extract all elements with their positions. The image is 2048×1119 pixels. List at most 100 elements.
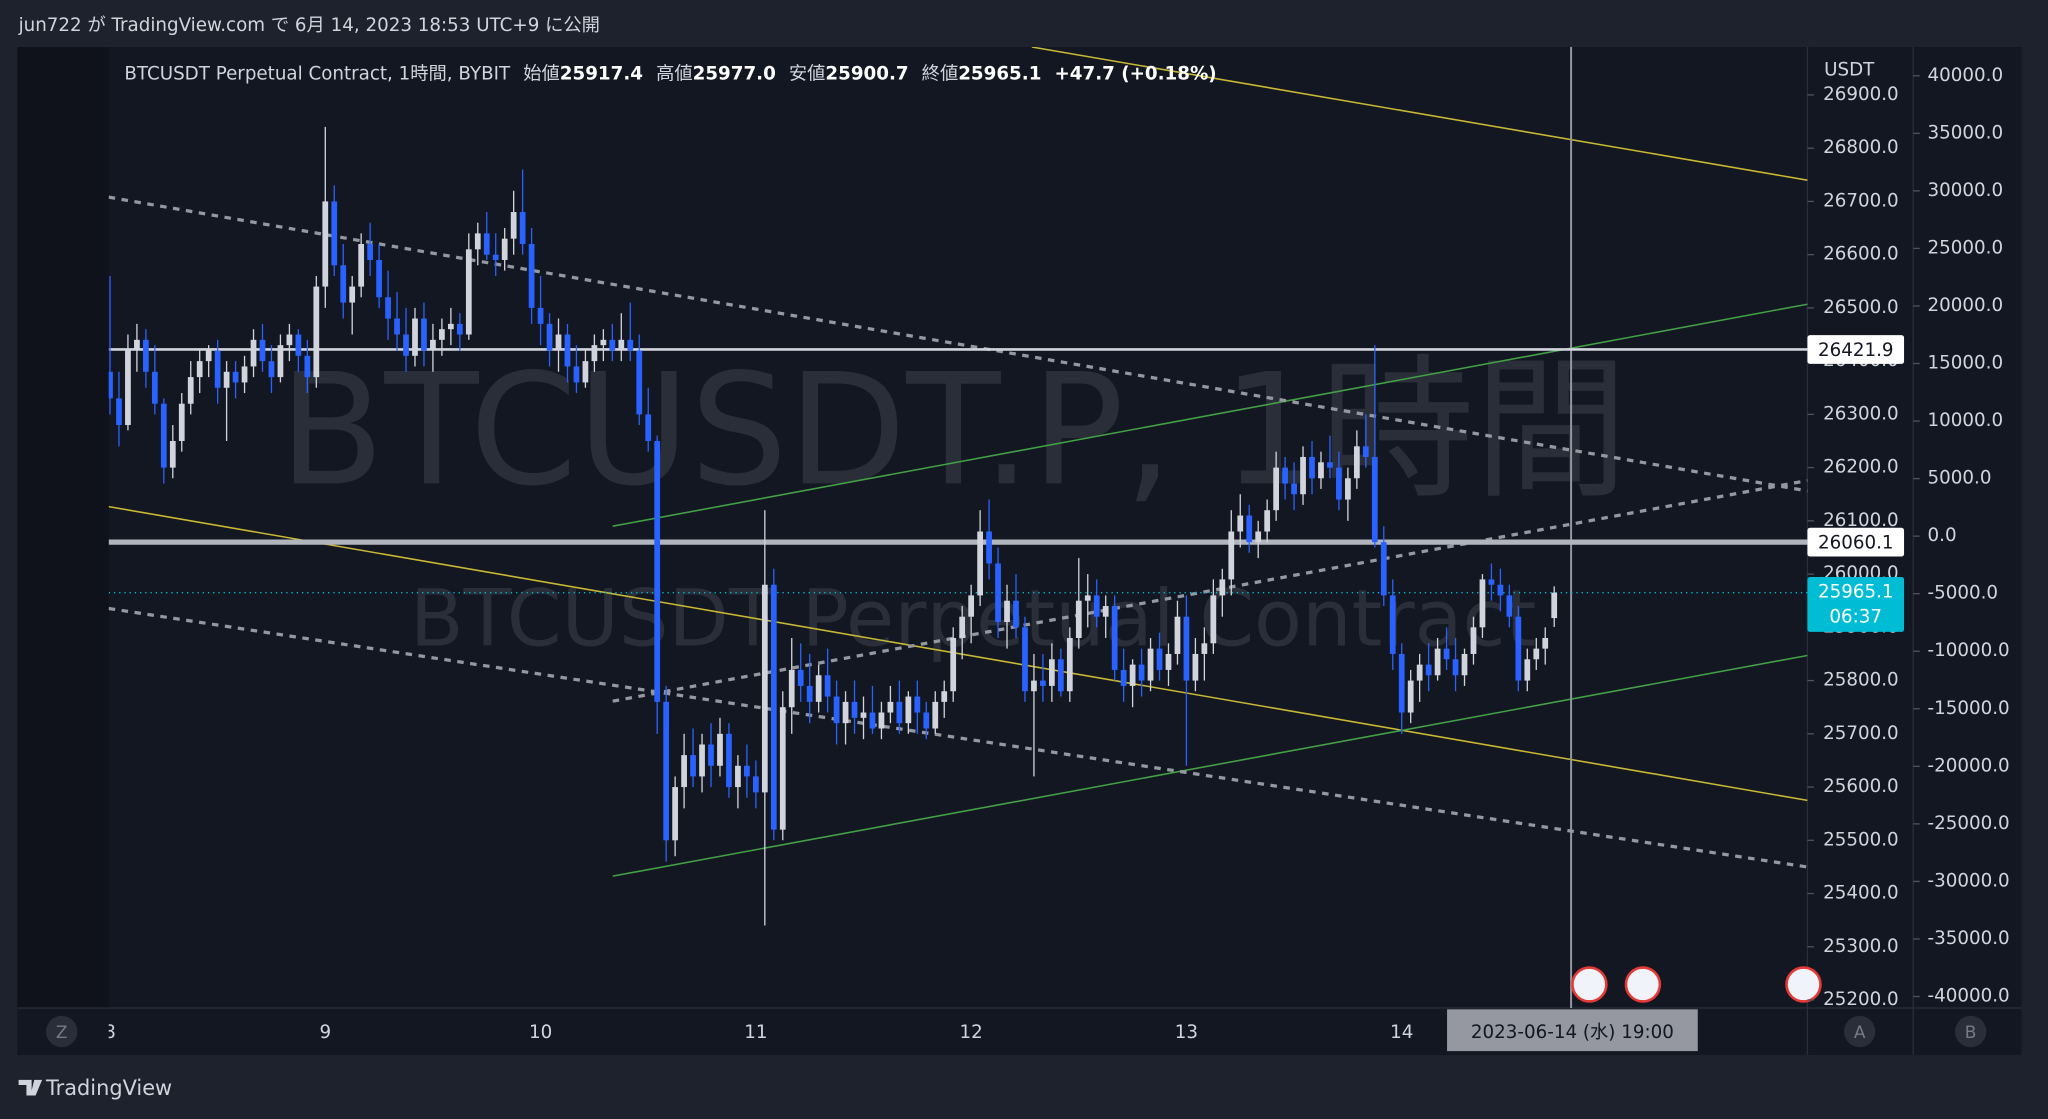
candle-body <box>160 403 167 468</box>
candle-body <box>1479 579 1486 628</box>
candle-body <box>546 323 553 351</box>
candle-body <box>591 345 598 362</box>
candle-body <box>1111 606 1118 670</box>
candle-body <box>403 334 409 356</box>
candle-body <box>896 701 903 724</box>
watermark-sub: BTCUSDT Perpetual Contract <box>410 574 1537 665</box>
candle-body <box>744 765 750 777</box>
legend-key: 安値 <box>789 63 826 84</box>
level-label: 26421.9 <box>1818 340 1894 361</box>
y-tick-label: 25200.0 <box>1823 989 1899 1010</box>
candle-body <box>277 345 284 378</box>
y2-tick-label: -35000.0 <box>1928 928 2010 949</box>
logo <box>18 1079 43 1096</box>
event-icon[interactable] <box>1624 966 1662 1003</box>
candle-body <box>286 334 293 346</box>
left-margin <box>17 47 109 1009</box>
y2-tick-label: 0.0 <box>1928 525 1957 546</box>
y-tick-label: 26800.0 <box>1823 137 1899 158</box>
legend-key: 始値 <box>523 63 560 84</box>
event-icon[interactable] <box>1785 966 1822 1003</box>
candle-body <box>1174 616 1181 654</box>
candle-body <box>914 696 921 713</box>
candle-body <box>340 265 347 303</box>
candle-body <box>1515 616 1522 681</box>
candle-body <box>959 616 966 638</box>
candle-body <box>1201 643 1208 654</box>
candle-body <box>815 675 822 702</box>
footer-brand: TradingView <box>45 1076 172 1100</box>
candle-body <box>1282 467 1288 484</box>
candle-body <box>169 440 176 468</box>
candle-body <box>349 286 356 303</box>
legend-key: 終値 <box>922 63 959 84</box>
last-price-label: 25965.1 <box>1818 582 1894 603</box>
candle-body <box>259 339 266 362</box>
candle-body <box>1246 515 1253 543</box>
button[interactable] <box>46 1015 78 1048</box>
candle-body <box>842 701 849 724</box>
y2-tick-label: 20000.0 <box>1928 295 2004 316</box>
candle-body <box>528 243 535 308</box>
candle-body <box>1156 648 1163 670</box>
last-price-box <box>1807 577 1905 632</box>
button-label[interactable]: A <box>1854 1023 1866 1043</box>
button-label[interactable]: Z <box>56 1023 68 1043</box>
trend-line <box>612 303 1808 527</box>
y-tick-label: 26100.0 <box>1823 510 1899 531</box>
y2-tick-label: -40000.0 <box>1928 986 2010 1007</box>
candle-body <box>1327 462 1333 468</box>
change: +47.7 (+0.18%) <box>1054 63 1216 84</box>
candle-body <box>295 334 302 356</box>
candle-body <box>250 339 257 367</box>
button[interactable] <box>1843 1015 1876 1048</box>
y2-tick-label: -30000.0 <box>1928 870 2010 891</box>
candle-body <box>1004 600 1010 623</box>
y-tick-label: 26900.0 <box>1823 84 1899 105</box>
publisher: jun722 が TradingView.com で 6月 14, 2023 1… <box>18 15 600 36</box>
legend: BTCUSDT Perpetual Contract, 1時間, BYBIT 始値… <box>124 63 1216 84</box>
y-tick-label: 25300.0 <box>1823 936 1899 957</box>
candle-body <box>1389 595 1396 654</box>
candle-body <box>636 350 643 415</box>
trend-line <box>1031 47 1808 181</box>
candle-body <box>1443 648 1450 660</box>
candle-body <box>465 249 472 335</box>
y-tick-label: 26300.0 <box>1823 403 1899 424</box>
candle-body <box>573 366 580 383</box>
x-tick-label: 8 <box>104 1022 116 1043</box>
candle-body <box>1362 446 1369 457</box>
candle-body <box>627 339 634 351</box>
candle-body <box>932 701 939 729</box>
candle-body <box>1291 483 1297 495</box>
candle-body <box>645 414 652 441</box>
candle-body <box>851 701 858 718</box>
candle-body <box>430 339 436 351</box>
candle-body <box>394 318 400 335</box>
candle-body <box>1228 531 1235 580</box>
candle-body <box>519 212 526 244</box>
y2-tick-label: -10000.0 <box>1928 640 2010 661</box>
y2-tick-label: 30000.0 <box>1928 180 2004 201</box>
candle-body <box>412 318 418 356</box>
candle-body <box>1093 595 1100 617</box>
y2-tick-label: -15000.0 <box>1928 698 2010 719</box>
candle-body <box>699 744 705 777</box>
event-icon[interactable] <box>1571 966 1608 1003</box>
crosshair-label-box <box>1447 1009 1698 1052</box>
candle-body <box>474 233 481 250</box>
candle-body <box>421 318 427 351</box>
y2-tick-label: -20000.0 <box>1928 755 2010 776</box>
button[interactable] <box>1954 1015 1987 1048</box>
candle-body <box>600 339 607 346</box>
button-label[interactable]: B <box>1965 1023 1977 1043</box>
candle-body <box>1452 659 1459 676</box>
candle-body <box>232 371 239 383</box>
candle-body <box>905 696 912 724</box>
candle-body <box>1488 579 1495 585</box>
candle-body <box>439 329 445 340</box>
candle-body <box>752 776 759 793</box>
candle-body <box>1461 653 1468 676</box>
chart-pane <box>17 47 2022 1056</box>
x-tick-label: 12 <box>960 1022 983 1043</box>
